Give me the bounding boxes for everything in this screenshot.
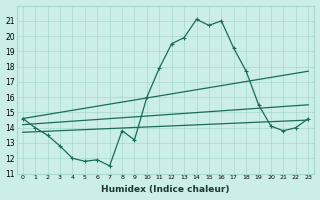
- X-axis label: Humidex (Indice chaleur): Humidex (Indice chaleur): [101, 185, 230, 194]
